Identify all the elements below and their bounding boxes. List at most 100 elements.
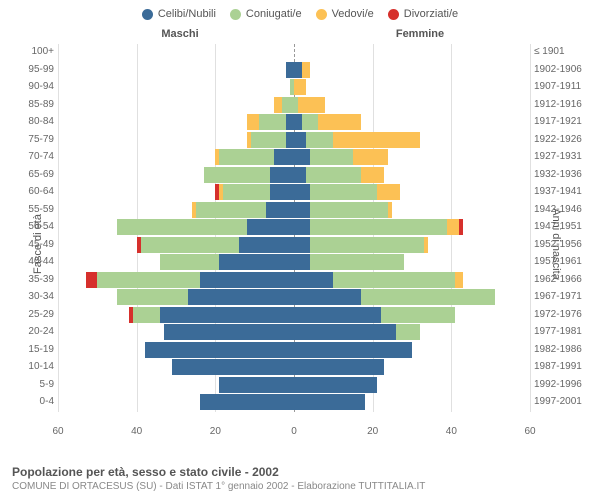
footer-subtitle: COMUNE DI ORTACESUS (SU) - Dati ISTAT 1°… (12, 481, 588, 492)
bar-segment (266, 202, 294, 218)
male-half (58, 167, 294, 183)
age-label: 95-99 (12, 64, 54, 75)
birth-year-label: ≤ 1901 (534, 46, 588, 57)
birth-year-label: 1927-1931 (534, 151, 588, 162)
bar-segment (204, 167, 271, 183)
pyramid-row (58, 62, 530, 78)
legend-item: Celibi/Nubili (142, 8, 216, 20)
bar-segment (294, 359, 384, 375)
bar-segment (294, 149, 310, 165)
bar-segment (361, 167, 385, 183)
bar-segment (294, 114, 302, 130)
legend-item: Divorziati/e (388, 8, 458, 20)
female-half (294, 79, 530, 95)
chart-area: Fasce di età Anni di nascita 60402002040… (12, 44, 588, 444)
age-label: 85-89 (12, 99, 54, 110)
birth-year-label: 1967-1971 (534, 291, 588, 302)
birth-year-label: 1997-2001 (534, 396, 588, 407)
female-half (294, 377, 530, 393)
legend-item: Vedovi/e (316, 8, 374, 20)
bar-segment (294, 202, 310, 218)
bar-segment (302, 114, 318, 130)
male-half (58, 289, 294, 305)
bar-segment (196, 202, 267, 218)
bar-segment (219, 377, 294, 393)
male-half (58, 359, 294, 375)
bar-segment (270, 167, 294, 183)
bar-segment (160, 307, 294, 323)
x-tick-label: 0 (291, 426, 297, 437)
female-half (294, 132, 530, 148)
bar-segment (294, 289, 361, 305)
bar-segment (310, 149, 353, 165)
bar-segment (333, 272, 455, 288)
birth-year-label: 1932-1936 (534, 169, 588, 180)
bar-segment (286, 132, 294, 148)
age-label: 65-69 (12, 169, 54, 180)
male-half (58, 114, 294, 130)
pyramid-row (58, 342, 530, 358)
male-half (58, 307, 294, 323)
age-label: 20-24 (12, 326, 54, 337)
bar-segment (294, 132, 306, 148)
birth-year-label: 1947-1951 (534, 221, 588, 232)
bar-segment (274, 97, 282, 113)
birth-year-label: 1937-1941 (534, 186, 588, 197)
birth-year-label: 1907-1911 (534, 81, 588, 92)
bar-segment (133, 307, 161, 323)
pyramid-row (58, 149, 530, 165)
bar-segment (381, 307, 456, 323)
age-label: 50-54 (12, 221, 54, 232)
bar-segment (247, 114, 259, 130)
pyramid-row (58, 324, 530, 340)
legend-label: Celibi/Nubili (158, 8, 216, 20)
pyramid-row (58, 254, 530, 270)
bar-segment (286, 62, 294, 78)
female-half (294, 307, 530, 323)
bar-segment (97, 272, 199, 288)
female-half (294, 237, 530, 253)
bar-segment (294, 237, 310, 253)
header-male: Maschi (60, 28, 300, 40)
x-tick-label: 60 (52, 426, 63, 437)
bar-segment (388, 202, 392, 218)
bar-segment (239, 237, 294, 253)
bar-segment (310, 237, 424, 253)
age-label: 25-29 (12, 309, 54, 320)
bar-segment (294, 377, 377, 393)
bar-segment (294, 219, 310, 235)
gender-headers: Maschi Femmine (60, 28, 540, 40)
bar-segment (310, 202, 389, 218)
birth-year-label: 1972-1976 (534, 309, 588, 320)
x-tick-label: 20 (210, 426, 221, 437)
age-label: 5-9 (12, 379, 54, 390)
legend-swatch (388, 9, 399, 20)
x-tick-label: 20 (367, 426, 378, 437)
bar-segment (306, 167, 361, 183)
birth-year-label: 1952-1956 (534, 239, 588, 250)
pyramid-row (58, 167, 530, 183)
age-label: 10-14 (12, 361, 54, 372)
birth-year-label: 1957-1961 (534, 256, 588, 267)
bar-segment (459, 219, 463, 235)
female-half (294, 254, 530, 270)
pyramid-row (58, 44, 530, 60)
male-half (58, 62, 294, 78)
female-half (294, 342, 530, 358)
pyramid-row (58, 272, 530, 288)
birth-year-label: 1982-1986 (534, 344, 588, 355)
birth-year-label: 1902-1906 (534, 64, 588, 75)
male-half (58, 44, 294, 60)
pyramid-row (58, 184, 530, 200)
bar-segment (455, 272, 463, 288)
bar-segment (353, 149, 388, 165)
bar-segment (361, 289, 495, 305)
bar-segment (117, 219, 247, 235)
bar-segment (200, 394, 294, 410)
legend-swatch (142, 9, 153, 20)
age-label: 15-19 (12, 344, 54, 355)
male-half (58, 324, 294, 340)
pyramid-row (58, 132, 530, 148)
bar-segment (294, 79, 306, 95)
x-tick-label: 40 (446, 426, 457, 437)
